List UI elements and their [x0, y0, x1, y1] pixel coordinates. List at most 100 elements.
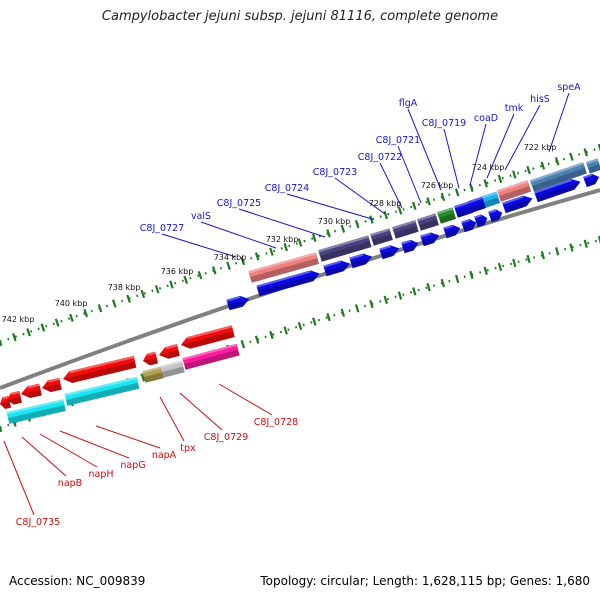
leader-line — [504, 104, 541, 171]
outer-scale-tick — [526, 165, 531, 175]
reverse-feature-block — [64, 376, 140, 406]
gene-label-c8j-0735: C8J_0735 — [16, 517, 60, 528]
leader-line — [179, 392, 223, 431]
leader-line — [159, 396, 185, 442]
outer-scale-tick — [369, 215, 374, 224]
forward-gene — [420, 232, 440, 247]
scale-label: 736 kbp — [161, 267, 194, 276]
leader-line — [407, 108, 442, 191]
inner-scale-tick — [469, 270, 474, 280]
inner-scale-tick — [597, 235, 600, 245]
outer-scale-tick — [69, 313, 74, 322]
inner-scale-tick — [569, 243, 574, 252]
leader-line — [95, 425, 161, 449]
outer-scale-tick — [140, 289, 146, 299]
gene-label-coad: coaD — [474, 113, 498, 124]
forward-gene — [502, 195, 533, 214]
outer-scale-tick — [583, 148, 588, 157]
gene-label-c8j-0723: C8J_0723 — [313, 167, 357, 178]
reverse-gene — [42, 377, 62, 393]
leader-line — [3, 440, 35, 516]
outer-scale-tick — [97, 304, 103, 313]
forward-gene — [379, 245, 400, 260]
scale-label: 734 kbp — [214, 253, 247, 262]
outer-scale-tick — [0, 338, 3, 347]
gene-label-c8j-0721: C8J_0721 — [376, 135, 420, 146]
scale-label: 728 kbp — [369, 199, 402, 208]
scale-label: 738 kbp — [108, 283, 141, 292]
outer-scale-tick — [326, 229, 331, 238]
inner-scale-tick — [240, 340, 246, 349]
inner-scale-tick — [312, 317, 317, 326]
inner-scale-tick — [512, 258, 517, 268]
reverse-gene — [181, 325, 235, 349]
gene-label-flga: flgA — [399, 98, 418, 109]
reverse-rna-track — [6, 343, 240, 424]
forward-gene — [443, 224, 461, 239]
gene-label-c8j-0729: C8J_0729 — [204, 432, 248, 443]
inner-scale-tick — [354, 304, 360, 313]
leader-line — [39, 433, 98, 468]
forward-gene — [256, 270, 320, 297]
outer-scale-tick — [240, 256, 246, 266]
feature-block — [417, 213, 439, 231]
gene-label-c8j-0725: C8J_0725 — [217, 198, 261, 209]
leader-line — [379, 162, 403, 209]
inner-scale-tick — [397, 291, 403, 300]
feature-block — [248, 252, 320, 283]
feature-block — [454, 201, 474, 218]
scale-label: 726 kbp — [421, 181, 454, 190]
outer-scale-tick — [197, 270, 203, 280]
inner-scale-tick — [326, 312, 331, 322]
outer-scale-tick — [440, 192, 446, 202]
summary-text: Topology: circular; Length: 1,628,115 bp… — [260, 574, 590, 588]
feature-block — [497, 180, 532, 202]
rna-track — [248, 158, 600, 283]
outer-scale-tick — [226, 261, 231, 270]
forward-gene — [226, 295, 250, 311]
inner-scale-tick — [483, 266, 488, 276]
reverse-gene — [143, 351, 159, 366]
forward-gene — [583, 173, 600, 188]
forward-gene — [474, 214, 488, 228]
outer-scale-tick — [454, 188, 460, 197]
inner-scale-tick — [254, 335, 260, 344]
outer-scale-tick — [297, 238, 303, 247]
inner-scale-tick — [440, 278, 446, 288]
outer-scale-tick — [540, 161, 546, 170]
reverse-gene — [7, 391, 22, 405]
outer-scale-tick — [169, 280, 174, 289]
reverse-feature-block — [6, 399, 66, 424]
outer-scale-tick — [126, 294, 131, 303]
map-title: Campylobacter jejuni subsp. jejuni 81116… — [101, 9, 499, 24]
outer-scale-tick — [211, 266, 217, 275]
backbone-ring — [0, 188, 600, 390]
inner-scale-tick — [497, 262, 503, 272]
gene-label-tmk: tmk — [505, 103, 524, 114]
forward-gene — [461, 219, 477, 233]
gene-label-c8j-0722: C8J_0722 — [358, 152, 402, 163]
reverse-gene — [21, 383, 42, 399]
outer-scale-tick — [397, 206, 403, 215]
outer-scale-tick — [40, 323, 46, 332]
outer-scale-tick — [569, 152, 574, 161]
inner-scale-tick — [297, 321, 303, 331]
outer-scale-tick — [283, 242, 288, 252]
gene-label-c8j-0724: C8J_0724 — [265, 183, 309, 194]
outer-scale-tick — [26, 328, 31, 337]
outer-scale-tick — [269, 247, 274, 256]
gene-label-c8j-0719: C8J_0719 — [422, 118, 466, 129]
forward-gene-track — [226, 173, 600, 311]
outer-scale-tick — [54, 318, 60, 327]
inner-scale-tick — [369, 299, 374, 309]
inner-scale-tick — [583, 239, 588, 248]
feature-block — [530, 162, 587, 192]
outer-scale-tick — [312, 233, 317, 243]
outer-scale-tick — [383, 210, 388, 220]
leader-line — [218, 383, 273, 416]
inner-scale-tick — [140, 373, 146, 382]
leader-line — [238, 208, 326, 238]
outer-scale-tick — [483, 179, 488, 188]
outer-scale-tick — [469, 183, 474, 193]
inner-scale-tick — [383, 295, 388, 304]
